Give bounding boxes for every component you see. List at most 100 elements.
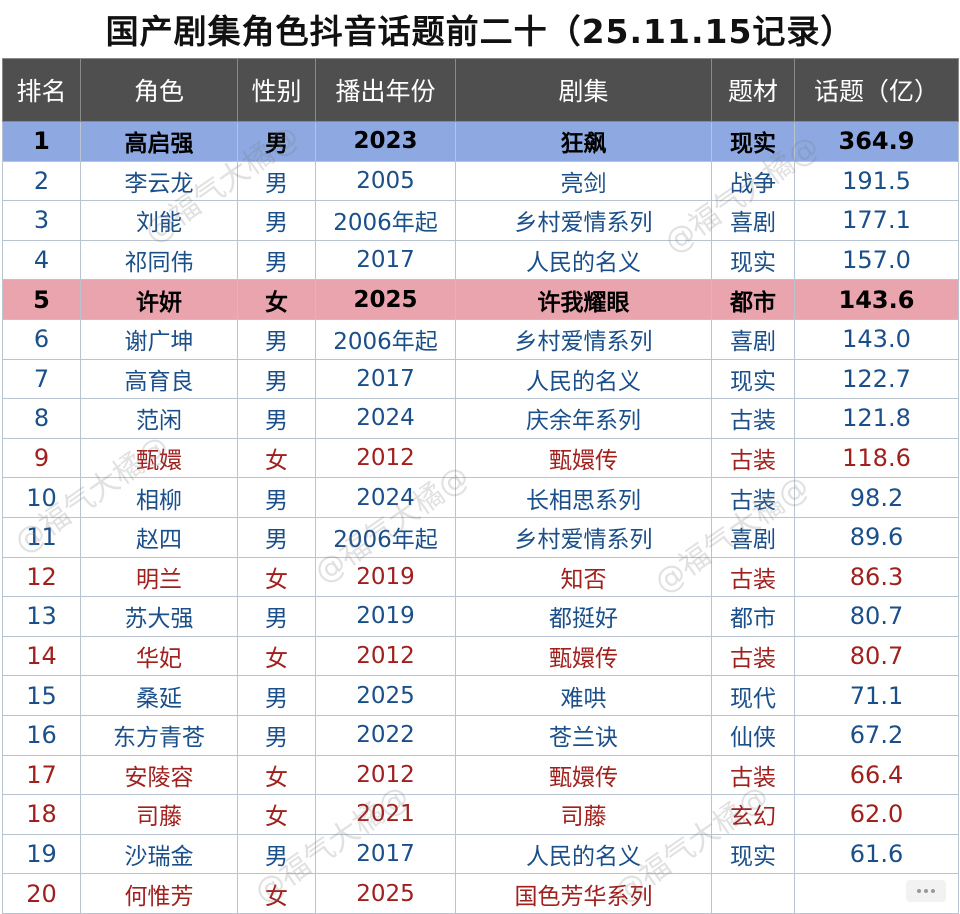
cell-gender: 男 [237,318,316,360]
cell-role: 赵四 [80,516,238,558]
cell-role: 范闲 [80,398,238,439]
cell-genre: 古装 [711,754,795,796]
cell-series: 司藤 [455,794,712,835]
cell-year: 2023 [315,121,456,162]
cell-series: 知否 [455,556,712,598]
cell-series: 甄嬛传 [455,437,712,479]
cell-year: 2006年起 [315,318,456,360]
cell-role: 东方青苍 [80,714,238,756]
cell-genre: 现实 [711,833,795,875]
table-row: 12 明兰女 2019 知否 古装 86.3 [2,556,959,598]
cell-genre: 古装 [711,556,795,598]
cell-series: 许我耀眼 [455,279,712,320]
cell-gender: 男 [237,239,316,281]
cell-genre: 仙侠 [711,714,795,756]
cell-topic: 157.0 [794,239,959,281]
cell-topic: 121.8 [794,398,959,439]
table-row: 7 高育良男 2017 人民的名义 现实 122.7 [2,358,959,400]
cell-series: 乡村爱情系列 [455,516,712,558]
cell-role: 沙瑞金 [80,833,238,875]
table-row: 5 许妍女 2025 许我耀眼 都市 143.6 [2,279,959,320]
cell-role: 甄嬛 [80,437,238,479]
cell-role: 司藤 [80,794,238,835]
table-row: 2 李云龙男 2005 亮剑 战争 191.5 [2,160,959,202]
table-row: 14 华妃女 2012 甄嬛传 古装 80.7 [2,635,959,677]
header-series: 剧集 [455,58,712,122]
cell-topic: 118.6 [794,437,959,479]
cell-genre: 玄幻 [711,794,795,835]
cell-series: 人民的名义 [455,833,712,875]
table-row: 19 沙瑞金男 2017 人民的名义 现实 61.6 [2,833,959,875]
table-row: 18 司藤女 2021 司藤 玄幻 62.0 [2,794,959,835]
cell-role: 明兰 [80,556,238,598]
table-row: 3 刘能男 2006年起 乡村爱情系列 喜剧 177.1 [2,200,959,241]
cell-year: 2012 [315,437,456,479]
cell-rank: 9 [2,437,81,479]
cell-gender: 男 [237,714,316,756]
table-body: 1 高启强男 2023 狂飙 现实 364.9 2 李云龙男 2005 亮剑 战争 191.5 3 刘能男… [2,121,959,914]
cell-year: 2017 [315,239,456,281]
cell-rank: 18 [2,794,81,835]
cell-genre: 现实 [711,121,795,162]
cell-rank: 11 [2,516,81,558]
cell-rank: 8 [2,398,81,439]
cell-year: 2005 [315,160,456,202]
cell-topic: 89.6 [794,516,959,558]
cell-year: 2022 [315,714,456,756]
cell-year: 2017 [315,358,456,400]
cell-role: 桑延 [80,675,238,716]
cell-role: 安陵容 [80,754,238,796]
cell-genre: 战争 [711,160,795,202]
cell-gender: 女 [237,635,316,677]
cell-role: 相柳 [80,477,238,518]
header-genre: 题材 [711,58,795,122]
cell-series: 都挺好 [455,596,712,637]
cell-year: 2025 [315,675,456,716]
cell-topic: 364.9 [794,121,959,162]
table-row: 16 东方青苍男 2022 苍兰诀 仙侠 67.2 [2,714,959,756]
cell-genre: 现实 [711,239,795,281]
cell-topic: 62.0 [794,794,959,835]
cell-genre: 现实 [711,358,795,400]
table-row: 1 高启强男 2023 狂飙 现实 364.9 [2,121,959,162]
cell-role: 刘能 [80,200,238,241]
cell-gender: 男 [237,675,316,716]
cell-rank: 5 [2,279,81,320]
cell-gender: 男 [237,833,316,875]
header-rank: 排名 [2,58,81,122]
cell-topic: 80.7 [794,635,959,677]
cell-rank: 14 [2,635,81,677]
cell-rank: 20 [2,873,81,914]
cell-rank: 15 [2,675,81,716]
cell-series: 人民的名义 [455,358,712,400]
header-year: 播出年份 [315,58,456,122]
cell-year: 2006年起 [315,516,456,558]
cell-role: 谢广坤 [80,318,238,360]
cell-genre [711,873,795,914]
cell-gender: 女 [237,873,316,914]
cell-gender: 男 [237,358,316,400]
header-role: 角色 [80,58,238,122]
cell-series: 人民的名义 [455,239,712,281]
more-icon[interactable] [906,880,946,902]
cell-role: 何惟芳 [80,873,238,914]
cell-gender: 女 [237,556,316,598]
cell-gender: 男 [237,121,316,162]
cell-genre: 古装 [711,398,795,439]
cell-topic: 122.7 [794,358,959,400]
cell-role: 华妃 [80,635,238,677]
header-topic: 话题（亿） [794,58,959,122]
table-row: 20 何惟芳女 2025 国色芳华系列 [2,873,959,914]
table-row: 11 赵四男 2006年起 乡村爱情系列 喜剧 89.6 [2,516,959,558]
cell-genre: 都市 [711,596,795,637]
cell-topic: 61.6 [794,833,959,875]
table-row: 13 苏大强男 2019 都挺好 都市 80.7 [2,596,959,637]
cell-genre: 喜剧 [711,318,795,360]
cell-year: 2025 [315,873,456,914]
table-row: 4 祁同伟男 2017 人民的名义 现实 157.0 [2,239,959,281]
cell-gender: 男 [237,398,316,439]
ranking-table: 排名 角色 性别 播出年份 剧集 题材 话题（亿） 1 高启强男 2023 狂飙 现实 3… [2,58,959,914]
cell-series: 甄嬛传 [455,754,712,796]
cell-genre: 都市 [711,279,795,320]
cell-gender: 女 [237,754,316,796]
